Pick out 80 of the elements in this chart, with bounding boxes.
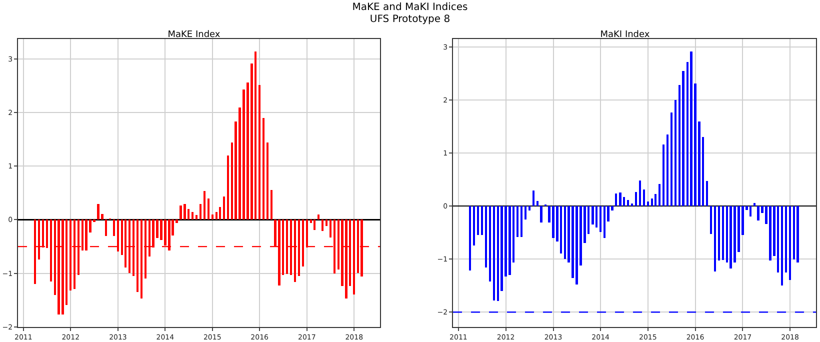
- bar: [706, 181, 708, 206]
- bar: [666, 134, 669, 206]
- bar: [476, 206, 480, 236]
- bar: [313, 220, 316, 230]
- bar: [749, 206, 752, 217]
- bar: [781, 206, 784, 286]
- bar: [85, 220, 88, 250]
- bar: [508, 206, 511, 276]
- bar: [662, 144, 665, 206]
- bar: [492, 206, 495, 300]
- text: MaKE and MaKI Indices: [351, 2, 469, 14]
- bar: [714, 206, 716, 272]
- bar: [207, 198, 210, 220]
- bar: [552, 206, 554, 238]
- bar: [595, 206, 598, 228]
- bar: [329, 220, 332, 238]
- bar: [472, 206, 476, 246]
- bar: [564, 206, 566, 260]
- bar: [484, 206, 488, 268]
- bar: [784, 206, 788, 272]
- bar: [540, 206, 542, 223]
- bar: [480, 206, 484, 236]
- bar: [353, 220, 356, 294]
- bar: [266, 142, 268, 220]
- bar: [682, 70, 684, 206]
- bar: [769, 206, 772, 261]
- bar: [658, 184, 661, 206]
- bar: [97, 204, 100, 220]
- bar: [258, 85, 261, 220]
- bar: [524, 206, 527, 220]
- bar: [270, 190, 272, 220]
- bar: [112, 220, 116, 236]
- bar: [469, 206, 472, 270]
- bar: [222, 196, 226, 220]
- bar: [710, 206, 712, 234]
- bar: [615, 193, 618, 206]
- bar: [104, 220, 108, 236]
- bar: [325, 220, 328, 226]
- bar: [634, 192, 638, 206]
- bar: [654, 194, 657, 206]
- bar: [722, 206, 724, 260]
- bar: [321, 220, 324, 231]
- bar: [757, 206, 760, 220]
- bar: [199, 204, 202, 220]
- bar: [254, 51, 257, 220]
- bar: [302, 220, 304, 266]
- bar: [619, 192, 622, 206]
- bar: [560, 206, 562, 254]
- bar: [576, 206, 578, 285]
- bar: [488, 206, 492, 282]
- bar: [642, 190, 645, 206]
- bar: [496, 206, 499, 302]
- bar: [604, 206, 606, 238]
- bar: [600, 206, 602, 232]
- bar: [516, 206, 519, 237]
- bar: [592, 206, 594, 225]
- bar: [226, 155, 229, 220]
- bar: [180, 205, 182, 220]
- bar: [718, 206, 720, 261]
- chart-title: MaKE Index: [168, 30, 221, 40]
- bar: [796, 206, 799, 262]
- bar: [626, 200, 630, 206]
- bar: [50, 220, 52, 282]
- bar: [520, 206, 523, 237]
- bar: [777, 206, 780, 272]
- chart-title: MaKI Index: [600, 30, 650, 40]
- bar: [203, 190, 206, 220]
- bar: [184, 204, 186, 220]
- bar: [192, 212, 194, 220]
- bar: [788, 206, 792, 280]
- bar: [670, 112, 672, 206]
- bar: [262, 118, 265, 220]
- bar: [674, 100, 677, 206]
- bar: [532, 190, 534, 206]
- bar: [690, 52, 692, 206]
- bar: [792, 206, 796, 260]
- bar: [638, 180, 642, 206]
- bar: [730, 206, 732, 269]
- text: UFS Prototype 8: [368, 14, 452, 26]
- bar: [528, 206, 530, 210]
